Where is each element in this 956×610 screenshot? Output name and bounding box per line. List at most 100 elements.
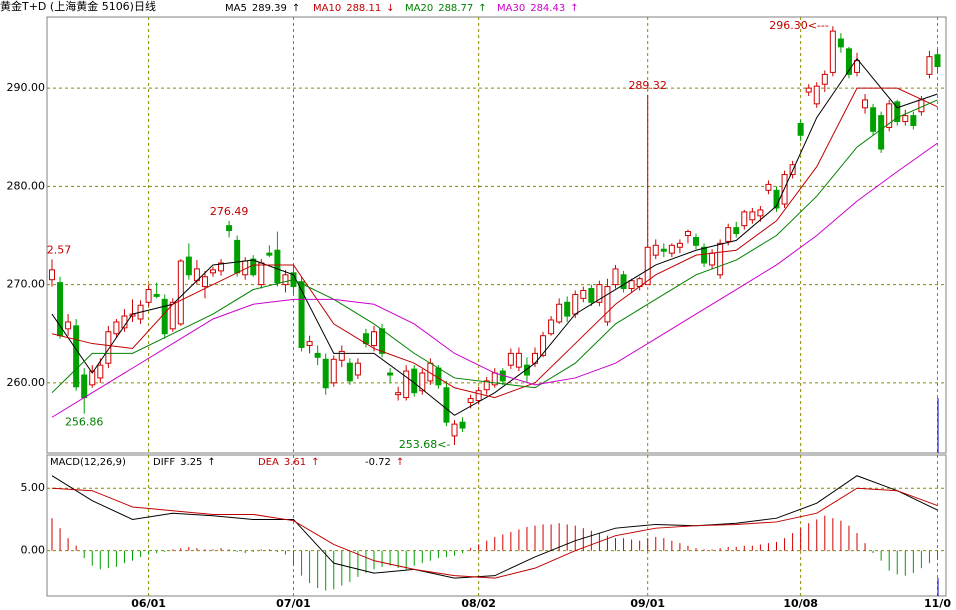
candle-body — [266, 252, 273, 256]
candle-body — [580, 290, 587, 299]
candle-body — [523, 364, 530, 376]
candle-body — [894, 101, 901, 123]
candle-body — [169, 301, 176, 330]
candle-body — [507, 352, 514, 366]
candle-body — [73, 325, 80, 388]
legend-name: DIFF — [153, 457, 175, 468]
candle-body — [693, 236, 699, 246]
candle-body — [483, 380, 490, 391]
indicator-line — [51, 99, 938, 394]
candle-body — [314, 352, 321, 358]
candle-body — [548, 319, 555, 335]
candle-body — [210, 269, 216, 274]
candle-body — [604, 286, 611, 323]
legend-arrow: ↑ — [478, 3, 486, 14]
labels: 06/01 07/01 08/02 09/01 10/08 11/0 260.00 270.0… — [7, 3, 952, 610]
candle-body — [926, 56, 933, 75]
legend-arrow: ↓ — [386, 3, 394, 14]
candle-body — [89, 370, 96, 386]
candle-body — [379, 328, 386, 354]
legend-arrow: ↑ — [292, 3, 300, 14]
legend-name: MA20 — [405, 3, 433, 14]
candle-body — [226, 225, 233, 232]
legend-value: 288.77 — [438, 3, 473, 14]
candle-body — [153, 293, 160, 297]
y-tick-label: 280.00 — [7, 179, 46, 192]
candle-body — [475, 390, 482, 402]
candle-body — [862, 99, 869, 109]
candle-body — [419, 372, 426, 392]
main-plot: 272.57 276.49 256.86 253.68<- 289.32 296.30<-… — [33, 17, 946, 453]
legend-arrow: ↑ — [311, 457, 319, 468]
candle-body — [330, 358, 337, 384]
macd-plot — [47, 455, 946, 596]
candle-body — [733, 227, 740, 235]
candle-body — [451, 423, 458, 437]
candle-body — [878, 115, 885, 150]
legend-value: 288.11 — [346, 3, 381, 14]
price-annotation: 272.57 — [33, 243, 72, 256]
price-annotation: 276.49 — [210, 205, 249, 218]
y-tick-label: 260.00 — [7, 376, 46, 389]
legend-name: DEA — [258, 457, 279, 468]
y-tick-label: 290.00 — [7, 81, 46, 94]
candle-body — [274, 249, 281, 284]
candle-body — [306, 341, 313, 347]
candle-body — [725, 227, 732, 242]
candle-body — [515, 352, 522, 368]
candle-body — [821, 73, 828, 85]
candle-body — [773, 189, 780, 209]
candle-body — [218, 262, 225, 272]
candle-body — [797, 122, 804, 136]
candle-body — [628, 280, 635, 290]
legend-name: MA5 — [225, 3, 247, 14]
candle-body — [668, 244, 675, 254]
x-tick-label: 07/01 — [276, 597, 311, 610]
candle-body — [467, 398, 474, 404]
candle-body — [49, 269, 55, 281]
candle-body — [201, 276, 208, 288]
candle-body — [910, 115, 917, 126]
candle-body — [757, 209, 764, 217]
macd-arrow: ↑ — [396, 457, 404, 468]
candle-body — [258, 262, 265, 286]
x-tick-label: 09/01 — [630, 597, 665, 610]
candle-body — [684, 231, 691, 236]
candle-body — [403, 370, 410, 399]
legend-arrow: ↑ — [207, 457, 215, 468]
candle-body — [298, 281, 305, 348]
candle-body — [65, 321, 72, 330]
indicator-line — [51, 87, 938, 399]
candle-body — [813, 85, 820, 105]
candle-body — [741, 211, 748, 227]
candle-body — [660, 248, 667, 252]
price-annotation: 253.68<- — [399, 438, 451, 451]
candle-body — [354, 362, 361, 376]
legend-value: 284.43 — [530, 3, 565, 14]
indicator-line — [51, 142, 938, 418]
price-annotation: 296.30<--- — [769, 19, 829, 32]
indicator-line — [51, 487, 938, 579]
candle-body — [234, 239, 241, 274]
candle-body — [886, 103, 893, 128]
main-panel — [46, 16, 947, 454]
candle-body — [870, 107, 877, 132]
candle-body — [676, 242, 683, 248]
candle-body — [564, 301, 571, 317]
candle-body — [540, 335, 547, 356]
candle-body — [652, 244, 659, 256]
candle-body — [185, 256, 192, 276]
candle-body — [588, 288, 595, 303]
candle-body — [177, 260, 184, 325]
candle-body — [854, 60, 860, 73]
candle-body — [765, 183, 772, 191]
candle-body — [709, 252, 716, 266]
candle-body — [250, 258, 257, 276]
candle-body — [902, 115, 909, 123]
macd-panel — [46, 454, 947, 597]
legend-arrow: ↑ — [570, 3, 578, 14]
candle-body — [161, 298, 168, 335]
candle-body — [411, 368, 418, 394]
price-annotation: 289.32 — [628, 79, 667, 92]
legend-value: 3.25 — [180, 457, 202, 468]
